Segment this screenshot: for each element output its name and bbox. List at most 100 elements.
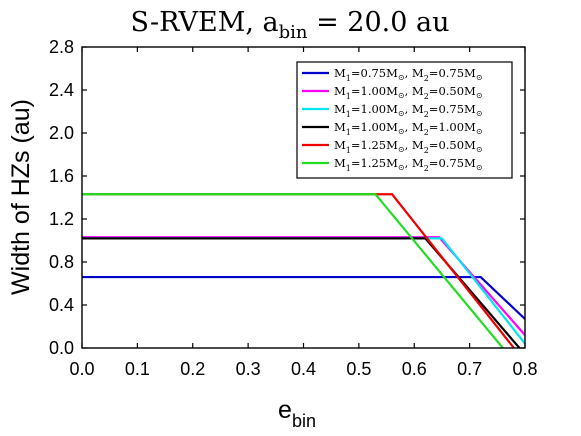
series-line-6 — [82, 193, 504, 348]
legend-label-part: M — [464, 156, 476, 170]
legend-label-6: M1=1.25M⊙, M2=0.75M⊙ — [334, 156, 483, 173]
series-line-1 — [82, 275, 525, 320]
legend-label-part: 0.75 — [438, 156, 464, 170]
legend-label-part: = — [351, 66, 361, 80]
x-tick-label: 0.6 — [402, 359, 427, 379]
legend-label-part: = — [429, 138, 439, 152]
legend-label-part: 2 — [424, 110, 429, 119]
legend-label-part: = — [351, 156, 361, 170]
legend-label-part: M — [386, 102, 398, 116]
legend-label-part: ⊙ — [476, 91, 483, 100]
legend-label-part: = — [351, 102, 361, 116]
legend-label-part: = — [351, 84, 361, 98]
legend-label-part: M — [386, 84, 398, 98]
y-tick-label: 2.0 — [49, 123, 74, 143]
legend-label-part: 2 — [424, 146, 429, 155]
legend-label-part: 2 — [424, 74, 429, 83]
legend-label-4: M1=1.00M⊙, M2=1.00M⊙ — [334, 120, 483, 137]
y-tick-label: 2.8 — [49, 37, 74, 57]
legend-label-part: , M — [405, 102, 424, 116]
legend-label-part: ⊙ — [476, 73, 483, 82]
plot-area: 0.0 0.1 0.2 0.3 0.4 0.5 0.6 0.7 0.8 0.0 0.4 0.8 1.2 1… — [49, 37, 538, 379]
legend-label-part: M — [386, 156, 398, 170]
legend-label-part: ⊙ — [398, 145, 405, 154]
legend-label-part: , M — [405, 156, 424, 170]
legend-label-part: ⊙ — [476, 145, 483, 154]
y-tick-label: 0.4 — [49, 295, 74, 315]
y-tick-label: 0.0 — [49, 338, 74, 358]
legend-label-part: = — [429, 156, 439, 170]
legend-label-5: M1=1.25M⊙, M2=0.50M⊙ — [334, 138, 483, 155]
y-tick-label: 1.2 — [49, 209, 74, 229]
legend-label-part: 2 — [424, 92, 429, 101]
legend-label-part: = — [351, 138, 361, 152]
legend-label-part: M — [334, 120, 346, 134]
series-line-3 — [82, 237, 525, 345]
legend-label-part: 2 — [424, 128, 429, 137]
legend-label-part: 2 — [424, 164, 429, 173]
legend-label-part: M — [464, 84, 476, 98]
legend-label-part: ⊙ — [398, 73, 405, 82]
legend-label-part: ⊙ — [476, 163, 483, 172]
legend-label-part: 0.75 — [361, 66, 387, 80]
series-line-5 — [82, 193, 515, 348]
x-axis-label: ebin — [278, 396, 316, 431]
x-tick-label: 0.3 — [236, 359, 261, 379]
x-tick-label: 0.4 — [291, 359, 316, 379]
legend-label-part: 0.75 — [438, 66, 464, 80]
legend-label-part: M — [334, 66, 346, 80]
legend-label-part: ⊙ — [398, 127, 405, 136]
legend-label-part: , M — [405, 120, 424, 134]
legend-label-part: 1 — [346, 164, 351, 173]
x-tick-label: 0.8 — [512, 359, 537, 379]
legend-label-part: ⊙ — [398, 91, 405, 100]
legend-label-part: , M — [405, 138, 424, 152]
y-tick-label: 1.6 — [49, 166, 74, 186]
legend-label-part: 1.00 — [361, 102, 387, 116]
legend-label-part: M — [464, 138, 476, 152]
legend-label-part: 1 — [346, 110, 351, 119]
legend-label-part: 1.25 — [361, 156, 387, 170]
legend-label-part: M — [334, 84, 346, 98]
legend-label-part: M — [334, 156, 346, 170]
legend-label-part: , M — [405, 84, 424, 98]
legend-label-part: M — [334, 138, 346, 152]
x-tick-label: 0.2 — [180, 359, 205, 379]
legend-label-part: , M — [405, 66, 424, 80]
legend-label-part: M — [464, 102, 476, 116]
legend-label-part: = — [429, 120, 439, 134]
legend-label-part: 1.25 — [361, 138, 387, 152]
chart-title: S-RVEM, abin = 20.0 au — [131, 7, 450, 43]
x-tick-label: 0.0 — [69, 359, 94, 379]
x-tick-label: 0.7 — [457, 359, 482, 379]
legend-label-3: M1=1.00M⊙, M2=0.75M⊙ — [334, 102, 483, 119]
legend-label-part: 1.00 — [438, 120, 464, 134]
legend: M1=0.75M⊙, M2=0.75M⊙M1=1.00M⊙, M2=0.50M⊙… — [296, 61, 513, 179]
legend-label-part: ⊙ — [398, 163, 405, 172]
legend-label-part: ⊙ — [476, 109, 483, 118]
legend-label-part: 1 — [346, 74, 351, 83]
legend-label-part: = — [429, 102, 439, 116]
legend-box — [296, 61, 513, 179]
legend-label-part: 1.00 — [361, 84, 387, 98]
x-tick-label: 0.1 — [125, 359, 150, 379]
legend-label-1: M1=0.75M⊙, M2=0.75M⊙ — [334, 66, 483, 83]
y-tick-label: 0.8 — [49, 252, 74, 272]
legend-label-part: M — [386, 66, 398, 80]
legend-label-part: M — [334, 102, 346, 116]
legend-label-part: 0.75 — [438, 102, 464, 116]
legend-label-part: ⊙ — [398, 109, 405, 118]
x-tick-label: 0.5 — [346, 359, 371, 379]
y-tick-label: 2.4 — [49, 80, 74, 100]
legend-label-part: 1.00 — [361, 120, 387, 134]
legend-label-part: = — [351, 120, 361, 134]
legend-label-part: ⊙ — [476, 127, 483, 136]
series-line-2 — [82, 236, 525, 336]
legend-label-part: = — [429, 84, 439, 98]
legend-label-part: M — [464, 66, 476, 80]
legend-label-part: M — [386, 120, 398, 134]
legend-label-part: = — [429, 66, 439, 80]
legend-label-part: 1 — [346, 92, 351, 101]
legend-label-part: M — [386, 138, 398, 152]
